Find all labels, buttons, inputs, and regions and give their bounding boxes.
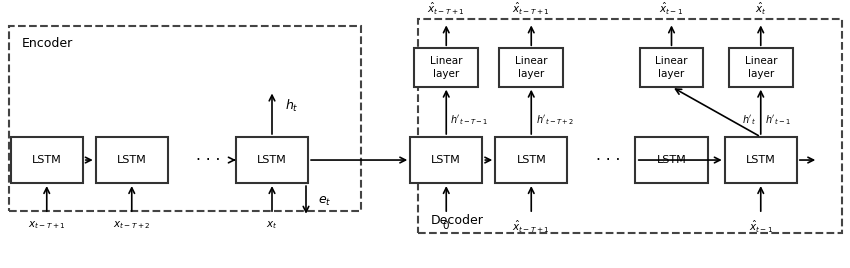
Text: layer: layer [434,69,459,79]
Text: $x_{t-T+1}$: $x_{t-T+1}$ [28,219,65,231]
Text: $x_{t-T+2}$: $x_{t-T+2}$ [113,219,150,231]
Text: LSTM: LSTM [746,155,775,165]
FancyBboxPatch shape [728,48,792,87]
Text: $h_t$: $h_t$ [285,98,298,114]
Text: LSTM: LSTM [116,155,146,165]
FancyBboxPatch shape [639,48,703,87]
Text: Linear: Linear [515,56,547,66]
FancyBboxPatch shape [11,137,83,183]
Text: · · ·: · · · [596,152,620,168]
Text: Encoder: Encoder [21,37,72,50]
Text: $h'_{t-T-1}$: $h'_{t-T-1}$ [450,113,489,126]
Text: $\hat{x}_{t-1}$: $\hat{x}_{t-1}$ [749,219,773,235]
Text: · · ·: · · · [196,152,220,168]
Text: LSTM: LSTM [656,155,686,165]
Text: $\hat{x}_t$: $\hat{x}_t$ [755,1,767,17]
FancyBboxPatch shape [411,137,483,183]
Text: Linear: Linear [430,56,462,66]
Text: LSTM: LSTM [516,155,546,165]
Text: $h'_{t-1}$: $h'_{t-1}$ [765,113,790,126]
Text: $\hat{x}_{t-T+1}$: $\hat{x}_{t-T+1}$ [428,1,465,17]
Text: LSTM: LSTM [32,155,62,165]
Text: LSTM: LSTM [431,155,461,165]
Text: LSTM: LSTM [257,155,286,165]
FancyBboxPatch shape [236,137,309,183]
FancyBboxPatch shape [499,48,563,87]
Text: $h'_t$: $h'_t$ [742,113,756,126]
Text: layer: layer [748,69,774,79]
FancyBboxPatch shape [415,48,478,87]
Text: $\hat{x}_{t-1}$: $\hat{x}_{t-1}$ [660,1,683,17]
FancyBboxPatch shape [724,137,796,183]
Text: $\hat{x}_{t-T+1}$: $\hat{x}_{t-T+1}$ [513,1,550,17]
Text: $0$: $0$ [442,219,450,231]
Text: Linear: Linear [655,56,688,66]
Text: $x_t$: $x_t$ [266,219,278,231]
FancyBboxPatch shape [95,137,167,183]
FancyBboxPatch shape [495,137,568,183]
Text: layer: layer [659,69,684,79]
Text: Decoder: Decoder [431,214,484,227]
Text: $h'_{t-T+2}$: $h'_{t-T+2}$ [536,113,574,126]
Text: Linear: Linear [745,56,777,66]
Text: $\hat{x}_{t-T+1}$: $\hat{x}_{t-T+1}$ [513,219,550,235]
Text: layer: layer [518,69,544,79]
FancyBboxPatch shape [635,137,707,183]
Text: $e_t$: $e_t$ [318,195,332,208]
